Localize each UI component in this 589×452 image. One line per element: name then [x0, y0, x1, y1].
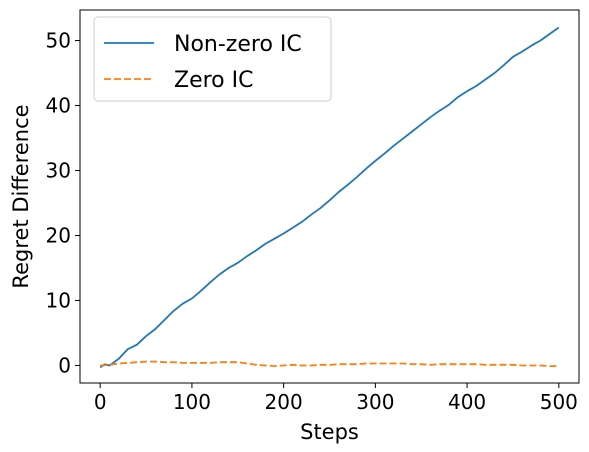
- x-tick-label: 0: [94, 390, 107, 414]
- legend-label: Zero IC: [174, 68, 253, 93]
- x-tick-label: 400: [448, 390, 486, 414]
- y-tick-label: 50: [46, 29, 71, 53]
- y-tick-label: 20: [46, 223, 71, 247]
- series-line-non-zero-ic: [99, 26, 560, 369]
- y-tick-label: 30: [46, 159, 71, 183]
- x-tick-label: 100: [173, 390, 211, 414]
- axes-frame: [79, 9, 580, 384]
- x-axis-label: Steps: [300, 420, 359, 444]
- y-tick-label: 0: [58, 353, 71, 377]
- legend-label: Non-zero IC: [174, 32, 302, 57]
- y-axis-label: Regret Difference: [9, 104, 33, 288]
- series-line-zero-ic: [100, 360, 559, 368]
- y-tick-label: 40: [46, 94, 71, 118]
- x-tick-label: 500: [540, 390, 578, 414]
- y-tick-label: 10: [46, 288, 71, 312]
- legend-box: [93, 16, 332, 102]
- legend: Non-zero IC Zero IC: [93, 16, 332, 102]
- x-tick-label: 300: [356, 390, 394, 414]
- x-tick-label: 200: [265, 390, 303, 414]
